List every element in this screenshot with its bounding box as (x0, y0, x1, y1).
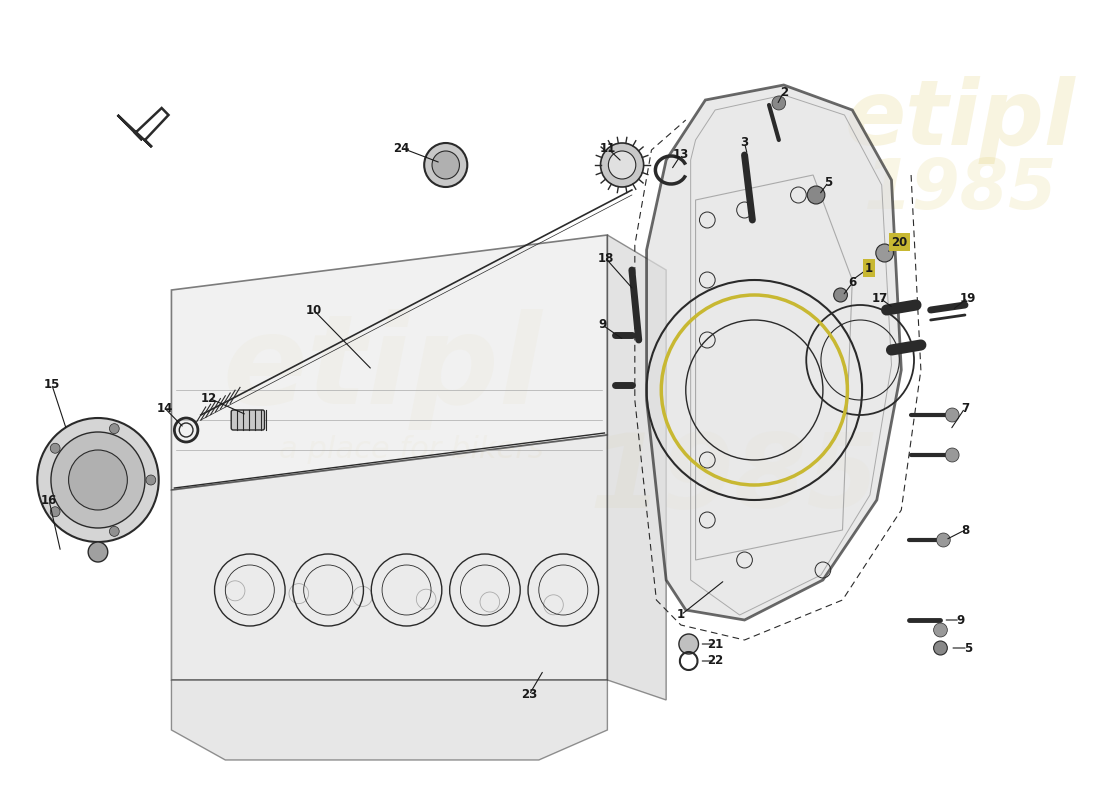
Text: 9: 9 (956, 614, 965, 626)
Text: 22: 22 (707, 654, 724, 667)
Text: 15: 15 (44, 378, 60, 391)
Circle shape (679, 634, 699, 654)
Text: 21: 21 (707, 638, 724, 650)
Circle shape (934, 623, 947, 637)
Text: 6: 6 (848, 277, 857, 290)
Text: 13: 13 (673, 149, 689, 162)
Circle shape (772, 96, 785, 110)
Text: 7: 7 (961, 402, 969, 414)
Circle shape (37, 418, 158, 542)
Polygon shape (607, 235, 667, 700)
Text: 19: 19 (959, 291, 976, 305)
Text: 3: 3 (740, 137, 749, 150)
Text: 5: 5 (964, 642, 972, 654)
Text: 1985: 1985 (590, 430, 880, 530)
Circle shape (109, 424, 119, 434)
Circle shape (51, 443, 60, 454)
Text: 10: 10 (306, 303, 321, 317)
Text: 1: 1 (865, 262, 873, 274)
Circle shape (51, 506, 60, 517)
Text: 14: 14 (156, 402, 173, 414)
Circle shape (68, 450, 128, 510)
Text: 1985: 1985 (864, 157, 1057, 223)
Text: 16: 16 (41, 494, 57, 506)
Circle shape (146, 475, 156, 485)
Text: 20: 20 (891, 235, 908, 249)
Text: 8: 8 (960, 523, 969, 537)
Circle shape (807, 186, 825, 204)
FancyBboxPatch shape (231, 410, 264, 430)
Circle shape (601, 143, 643, 187)
Text: 11: 11 (600, 142, 616, 154)
Text: 24: 24 (394, 142, 410, 154)
Polygon shape (647, 85, 901, 620)
Text: 23: 23 (521, 689, 537, 702)
Text: 17: 17 (871, 291, 888, 305)
Text: 18: 18 (597, 251, 614, 265)
Circle shape (51, 432, 145, 528)
Text: etipl: etipl (222, 310, 542, 430)
Text: 12: 12 (200, 391, 217, 405)
Circle shape (945, 408, 959, 422)
Polygon shape (172, 235, 607, 490)
Circle shape (936, 533, 950, 547)
Polygon shape (172, 435, 607, 680)
Circle shape (934, 641, 947, 655)
Text: 9: 9 (598, 318, 606, 331)
Polygon shape (172, 680, 607, 760)
Circle shape (945, 448, 959, 462)
Text: a place for bikers: a place for bikers (279, 435, 543, 465)
Circle shape (88, 542, 108, 562)
Circle shape (608, 151, 636, 179)
Circle shape (425, 143, 468, 187)
Circle shape (109, 526, 119, 536)
Circle shape (834, 288, 847, 302)
Text: 2: 2 (780, 86, 788, 98)
Circle shape (432, 151, 460, 179)
Text: 1: 1 (676, 609, 685, 622)
Text: 5: 5 (824, 177, 832, 190)
Circle shape (876, 244, 893, 262)
Text: etipl: etipl (845, 76, 1076, 164)
